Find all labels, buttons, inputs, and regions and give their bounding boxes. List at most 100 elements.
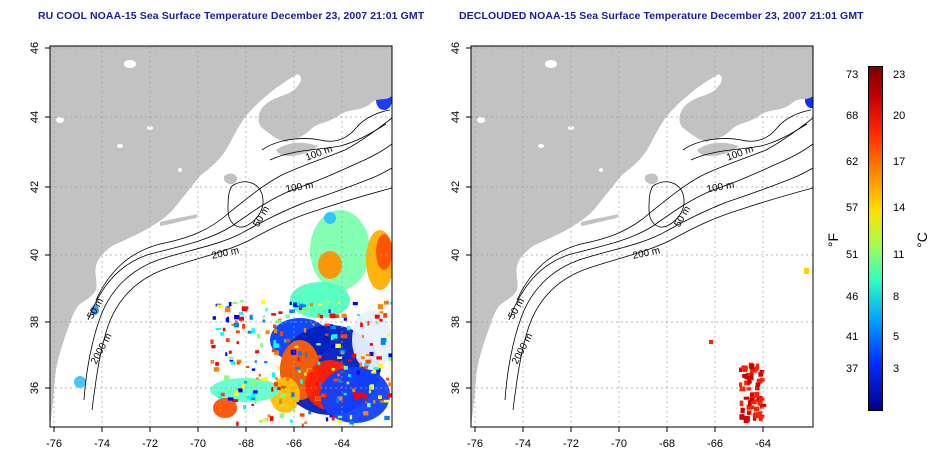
x-tick-label: -64 (334, 438, 350, 450)
land (276, 142, 318, 156)
sst-pixel (233, 322, 239, 328)
sst-pixel (239, 300, 245, 303)
sst-pixel (325, 333, 329, 336)
sst-pixel (747, 375, 754, 381)
sst-pixel (349, 414, 353, 420)
sst-pixel (280, 393, 286, 398)
sst-pixel (346, 381, 350, 385)
sst-pixel (275, 376, 278, 380)
sst-pixel (745, 373, 751, 377)
colorbar-f-tick-label: 51 (846, 249, 859, 261)
sst-pixel (319, 314, 323, 319)
land (697, 142, 739, 156)
y-tick-label: 36 (29, 382, 41, 394)
x-tick-label: -72 (142, 438, 158, 450)
sst-pixel (331, 367, 335, 371)
isobath-line (682, 109, 812, 151)
sst-pixel (337, 420, 343, 424)
sst-pixel (278, 318, 282, 322)
sst-pixel (746, 387, 752, 391)
sst-pixel (257, 333, 261, 339)
sst-pixel (289, 301, 292, 306)
sst-pixel (317, 313, 320, 318)
sst-pixel (300, 379, 303, 384)
sst-pixel (379, 311, 384, 314)
sst-pixel (279, 331, 284, 336)
sst-pixel (338, 378, 342, 384)
land (471, 46, 813, 427)
sst-pixel (360, 356, 365, 360)
sst-pixel (271, 313, 276, 316)
y-tick-label: 38 (450, 316, 462, 328)
sst-patch (318, 251, 342, 279)
sst-pixel (229, 359, 234, 362)
map-frame (49, 45, 393, 428)
sst-pixel (255, 350, 260, 354)
sst-pixel (351, 353, 357, 358)
sst-pixel (260, 343, 264, 348)
sst-pixel (319, 382, 322, 386)
sst-pixel (378, 395, 382, 400)
sst-pixel (347, 359, 352, 362)
sst-pixel (291, 392, 295, 398)
sst-pixel (365, 354, 370, 357)
sst-pixel (265, 376, 269, 381)
sst-pixel (210, 359, 215, 364)
sst-pixel (754, 406, 760, 412)
sst-pixel (210, 339, 214, 344)
y-tick-label: 44 (450, 111, 462, 123)
sst-patch (324, 212, 336, 224)
sst-pixel (304, 372, 307, 376)
sst-pixel (265, 330, 270, 335)
x-tick-label: -66 (286, 438, 302, 450)
sst-pixel (383, 300, 388, 305)
land (645, 173, 659, 185)
sst-pixel (273, 343, 280, 348)
sst-pixel (218, 395, 223, 399)
sst-pixel (377, 304, 384, 310)
land (581, 214, 619, 226)
sst-pixel (273, 340, 277, 345)
sst-pixel (387, 393, 392, 398)
sst-pixel (329, 414, 332, 418)
sst-pixel (277, 387, 281, 391)
sst-pixel (251, 378, 257, 384)
x-tick-label: -68 (659, 438, 675, 450)
isobath-line (648, 181, 685, 228)
sst-pixel (251, 368, 256, 371)
colorbar-f-tick-label: 46 (846, 291, 859, 303)
sst-pixel (759, 411, 763, 417)
sst-pixel (254, 381, 258, 387)
sst-pixel (360, 322, 363, 328)
sst-pixel (388, 357, 392, 361)
isobath-line (261, 109, 391, 151)
sst-pixel (227, 397, 234, 401)
sst-pixel (241, 384, 245, 389)
sst-pixel (354, 395, 360, 400)
lake (599, 168, 603, 172)
sst-pixel (251, 403, 255, 406)
sst-pixel (355, 392, 362, 398)
sst-pixel (275, 320, 282, 324)
sst-pixel (745, 380, 749, 385)
sst-pixel (285, 377, 290, 382)
sst-pixel (294, 366, 300, 370)
sst-pixel (274, 328, 278, 334)
sst-pixel (739, 414, 745, 420)
sst-pixel (230, 361, 236, 365)
sst-pixel (331, 416, 335, 421)
sst-pixel (746, 404, 752, 410)
sst-pixel (353, 391, 356, 396)
colorbar-f-tick-label: 57 (846, 202, 859, 214)
colorbar-c-tick-label: 14 (893, 202, 906, 214)
sst-pixel (215, 327, 222, 330)
sst-pixel (294, 345, 299, 349)
sst-patch (74, 376, 86, 388)
lake (56, 117, 64, 123)
sst-pixel (759, 415, 763, 422)
sst-pixel (236, 341, 239, 345)
sst-pixel (239, 311, 244, 315)
sst-pixel (748, 377, 752, 383)
sst-pixel (262, 319, 266, 323)
